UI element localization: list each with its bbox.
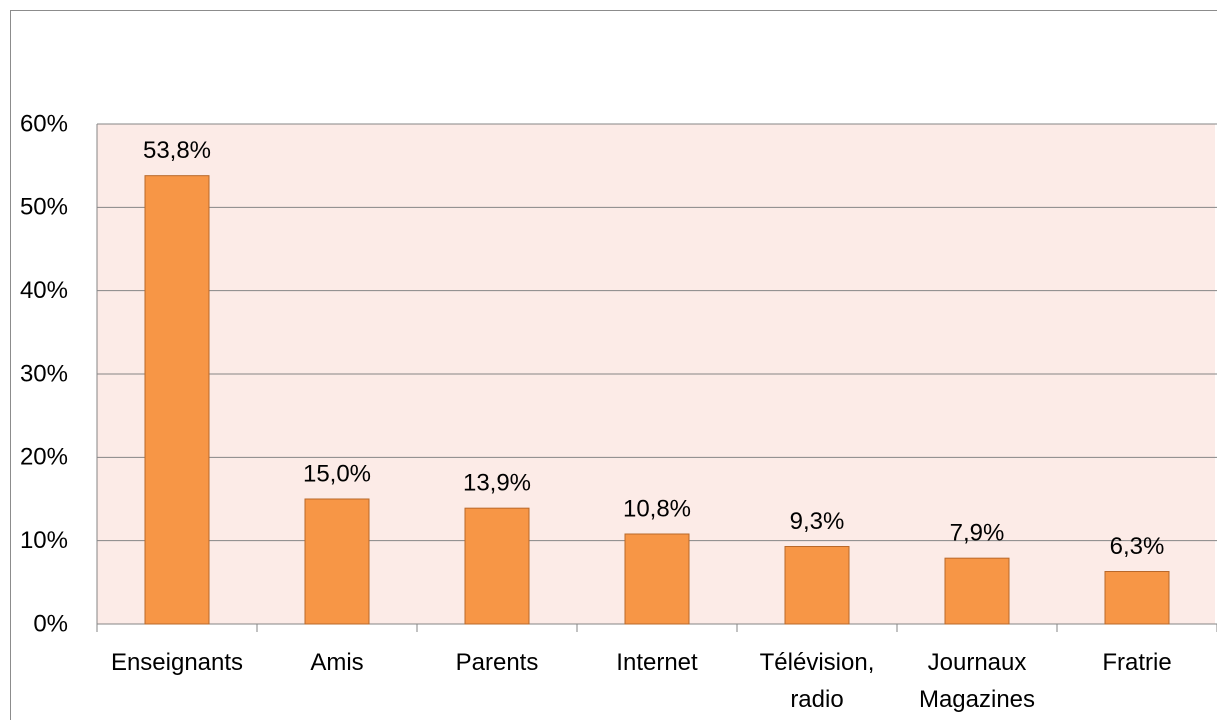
y-tick-label: 40%: [20, 277, 68, 304]
bar: [1104, 571, 1170, 625]
y-tick-label: 20%: [20, 444, 68, 471]
data-label: 15,0%: [303, 460, 371, 487]
x-tick-label: Télévision, radio: [760, 649, 875, 713]
bar: [304, 498, 370, 625]
bar: [624, 533, 690, 625]
x-tick-label: Parents: [456, 649, 539, 676]
y-tick-label: 0%: [33, 610, 68, 637]
bar: [784, 546, 850, 625]
x-tick-label: Amis: [310, 649, 363, 676]
bar: [944, 557, 1010, 625]
data-label: 53,8%: [143, 137, 211, 164]
bar: [144, 175, 210, 625]
x-tick-label: Fratrie: [1102, 649, 1171, 676]
data-label: 13,9%: [463, 470, 531, 497]
x-tick-label: Journaux Magazines: [919, 649, 1035, 713]
data-label: 9,3%: [790, 508, 845, 535]
y-tick-label: 50%: [20, 194, 68, 221]
x-tick-label: Internet: [616, 649, 698, 676]
data-label: 7,9%: [950, 520, 1005, 547]
x-tick-label: Enseignants: [111, 649, 243, 676]
data-label: 10,8%: [623, 495, 691, 522]
y-tick-label: 30%: [20, 360, 68, 387]
y-tick-label: 10%: [20, 527, 68, 554]
bar: [464, 507, 530, 625]
y-tick-label: 60%: [20, 110, 68, 137]
data-label: 6,3%: [1110, 533, 1165, 560]
